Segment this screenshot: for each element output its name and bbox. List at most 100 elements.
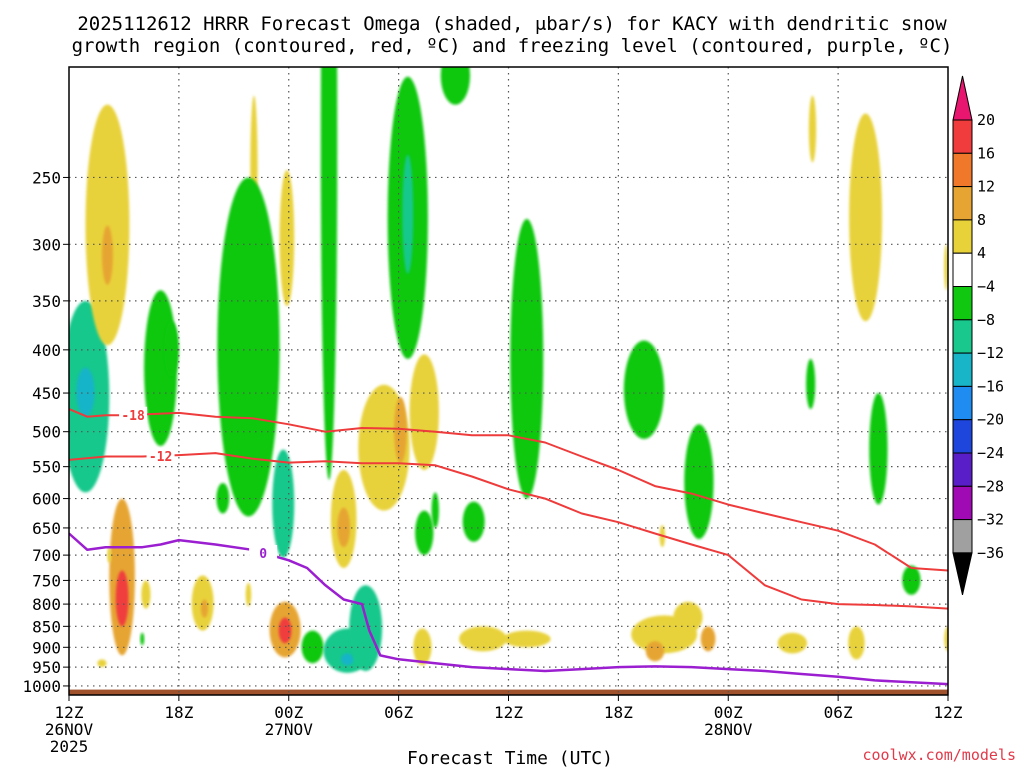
omega-cell [413,628,432,666]
y-tick-label: 350 [32,292,61,311]
contour-line [69,452,948,610]
omega-cell [76,367,95,417]
omega-cell [337,507,351,548]
colorbar-bin [952,219,973,254]
omega-cell [902,565,921,595]
x-tick-label: 12Z [934,703,963,722]
omega-shading [69,67,948,673]
colorbar-label: −28 [977,477,1004,495]
omega-cell [808,95,817,163]
omega-cell [101,225,113,285]
colorbar-label: −4 [977,278,995,296]
omega-cell [272,449,295,558]
omega-cell [164,321,179,377]
y-tick-label: 700 [32,546,61,565]
contour-line [69,408,948,572]
y-tick-label: 750 [32,571,61,590]
x-tick-label: 06Z [384,703,413,722]
omega-cell [440,67,471,105]
omega-cell [409,354,439,470]
colorbar-bin [952,319,973,354]
omega-cell [944,626,948,652]
omega-cell [97,659,107,668]
omega-cell [415,510,434,556]
x-tick-label: 18Z [164,703,193,722]
y-tick-label: 450 [32,384,61,403]
y-tick-label: 300 [32,235,61,254]
x-tick-label: 18Z [604,703,633,722]
y-tick-label: 550 [32,458,61,477]
omega-cell [140,632,145,646]
y-tick-label: 850 [32,617,61,636]
colorbar-cap-top [952,75,973,121]
omega-cell [320,67,338,480]
x-tick-label: 06Z [824,703,853,722]
credit-text: coolwx.com/models [862,746,1016,764]
contour-label-bg [249,545,278,561]
colorbar-bin [952,419,973,454]
colorbar-label: 20 [977,111,995,129]
y-tick-label: 950 [32,658,61,677]
omega-cell [340,653,354,666]
contour-lines: -18 -12 0 [69,406,948,686]
colorbar-label: −24 [977,444,1004,462]
omega-cell [200,599,209,618]
x-tick-date-label: 26NOV [45,720,94,739]
omega-cell [684,424,714,540]
contour-label-bg [146,447,175,463]
colorbar-bin [952,152,973,188]
omega-cell [645,641,665,662]
colorbar-label: 12 [977,178,995,196]
omega-cell [349,585,383,671]
omega-cell [848,626,865,660]
plot-area: -18 -12 0 [68,66,949,696]
colorbar-label: −36 [977,544,1004,562]
omega-cell [216,482,230,514]
colorbar: 20 16 12 8 4 −4 −8 −12 −16 −20 −24 −28 −32 −36 [952,75,1004,596]
x-tick-label: 00Z [274,703,303,722]
colorbar-label: −32 [977,511,1004,529]
omega-cell [777,632,807,654]
contour-label-bg [119,406,148,422]
colorbar-bin [952,452,973,487]
colorbar-bin [952,519,973,554]
omega-cell [245,582,252,607]
x-tick-label: 12Z [494,703,523,722]
y-tick-label: 250 [32,168,61,187]
contour-line [69,532,948,686]
colorbar-bin [952,119,973,154]
y-tick-label: 900 [32,638,61,657]
omega-cell [673,601,703,633]
omega-cell [402,154,414,274]
omega-cell [459,626,507,652]
contour-label: 0 [259,547,267,562]
chart-title-line-2: growth region (contoured, red, ºC) and f… [72,35,953,57]
omega-cell [510,219,544,499]
colorbar-label: 4 [977,244,986,262]
contour-label: -12 [149,450,172,465]
contour-label: -18 [121,409,145,424]
x-tick-year-label: 2025 [50,737,89,756]
y-tick-label: 1000 [22,677,61,696]
colorbar-bin [952,252,973,287]
omega-cell [623,340,665,439]
x-tick-date-label: 28NOV [704,720,753,739]
y-axis: 250 300 350 400 450 500 550 600 650 700 750 800 850 9… [22,168,69,696]
colorbar-label: −8 [977,311,995,329]
x-tick-label: 00Z [714,703,743,722]
omega-cell [217,177,280,517]
y-tick-label: 800 [32,595,61,614]
colorbar-bin [952,385,973,421]
omega-cell [85,104,130,346]
omega-cell [462,501,485,542]
omega-cell [141,580,151,609]
colorbar-label: −12 [977,344,1004,362]
grid-lines [69,67,948,695]
y-tick-label: 400 [32,341,61,360]
omega-cell [107,547,112,563]
colorbar-bin [952,485,973,521]
y-tick-label: 500 [32,423,61,442]
